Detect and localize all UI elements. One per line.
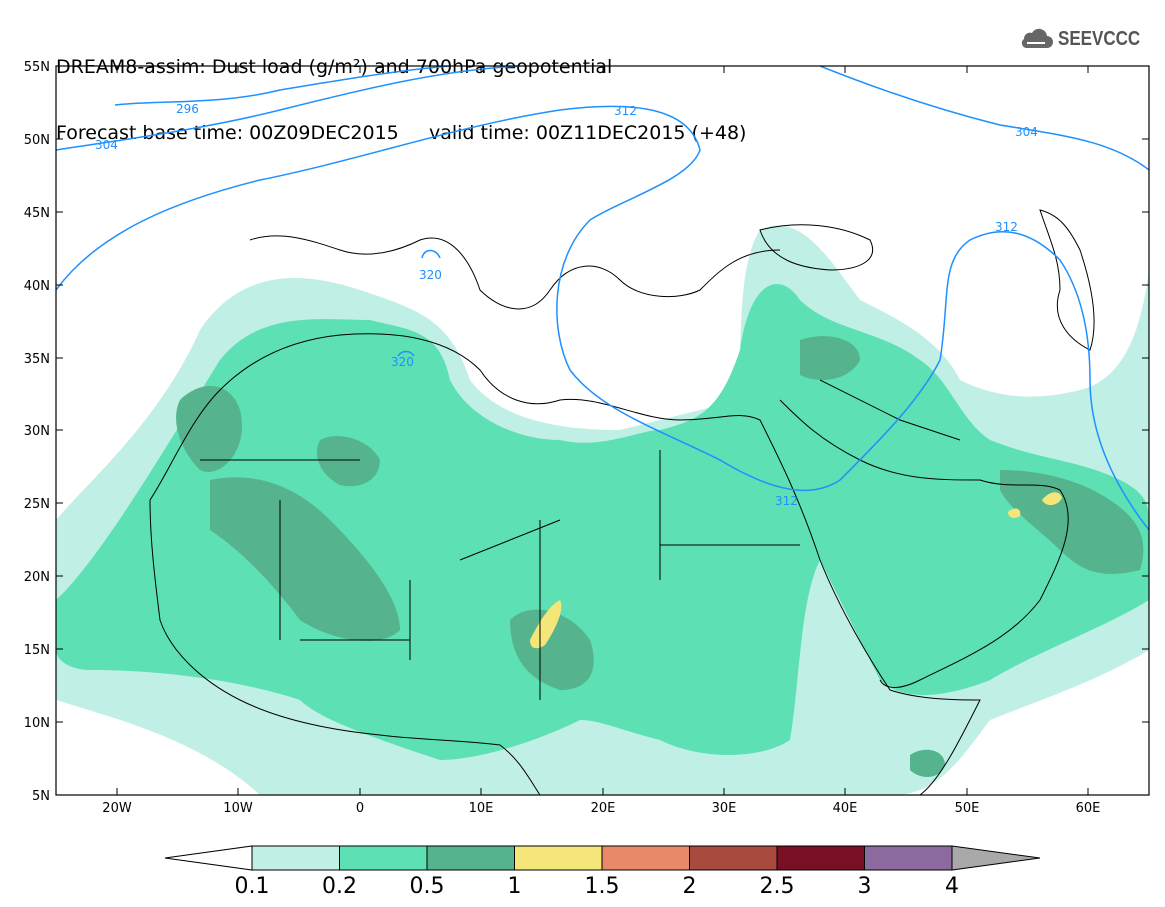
- lat-tick-label: 55N: [24, 60, 50, 75]
- lat-tick-label: 10N: [24, 716, 50, 731]
- colorbar-bin: [251, 845, 340, 871]
- lat-tick-label: 45N: [24, 206, 50, 221]
- cloud-icon: [1021, 28, 1053, 48]
- dust-load-shading: [56, 225, 1149, 795]
- colorbar-tick-label: 2: [683, 874, 697, 899]
- lon-axis: 20W 10W 0 10E 20E 30E 40E 50E 60E: [102, 801, 1100, 816]
- colorbar: [164, 845, 1041, 871]
- contour-label: 312: [614, 104, 637, 118]
- lon-tick-label: 60E: [1076, 801, 1101, 816]
- colorbar-bin: [601, 845, 690, 871]
- colorbar-tick-label: 0.2: [322, 874, 357, 899]
- dust-level-0.5-sahara: [210, 477, 400, 641]
- dust-level-0.5-west: [176, 386, 242, 472]
- contour-label: 304: [95, 138, 118, 152]
- lat-tick-label: 50N: [24, 133, 50, 148]
- lon-tick-label: 30E: [712, 801, 737, 816]
- contour-320-b: [397, 350, 415, 357]
- lat-tick-label: 35N: [24, 352, 50, 367]
- border-lines: [200, 379, 961, 700]
- lat-tick-label: 25N: [24, 497, 50, 512]
- contour-label: 320: [419, 268, 442, 282]
- colorbar-bin: [339, 845, 428, 871]
- contour-312-main: [56, 105, 1149, 531]
- lat-tick-label: 15N: [24, 643, 50, 658]
- lon-tick-label: 10E: [469, 801, 494, 816]
- dust-level-1-chad: [530, 600, 562, 649]
- seevccc-logo: SEEVCCC: [1018, 26, 1155, 52]
- contour-label: 320: [391, 355, 414, 369]
- contour-320-a: [421, 249, 441, 259]
- colorbar-bin: [689, 845, 778, 871]
- lon-tick-label: 50E: [955, 801, 980, 816]
- colorbar-bin: [864, 845, 953, 871]
- contour-304-east: [819, 66, 1149, 171]
- africa-coast: [149, 333, 981, 795]
- colorbar-under-arrow: [164, 845, 253, 871]
- lon-tick-label: 40E: [833, 801, 858, 816]
- colorbar-tick-label: 1.5: [585, 874, 620, 899]
- lon-tick-label: 20W: [102, 801, 132, 816]
- lon-tick-label: 0: [356, 801, 364, 816]
- west-africa-coast: [149, 499, 541, 795]
- colorbar-tick-label: 1: [508, 874, 522, 899]
- colorbar-tick-label: 2.5: [760, 874, 795, 899]
- colorbar-over-arrow: [951, 845, 1041, 871]
- lon-tick-label: 20E: [591, 801, 616, 816]
- caspian-coast: [1039, 209, 1095, 351]
- tick-marks: [56, 66, 1149, 795]
- lon-tick-label: 10W: [223, 801, 253, 816]
- europe-coast: [249, 235, 781, 310]
- colorbar-bin: [426, 845, 515, 871]
- contour-304-west: [56, 66, 521, 151]
- black-sea-coast: [759, 224, 873, 271]
- colorbar-labels: 0.1 0.2 0.5 1 1.5 2 2.5 3 4: [235, 874, 960, 899]
- lat-axis: 55N 50N 45N 40N 35N 30N 25N 20N 15N 10N …: [24, 60, 50, 804]
- title-line-1: DREAM8-assim: Dust load (g/m²) and 700hP…: [56, 56, 613, 78]
- dust-level-0.5-algeria: [316, 436, 380, 487]
- contour-label: 296: [176, 102, 199, 116]
- dust-level-1-gulf-a: [1042, 492, 1062, 506]
- colorbar-bin: [514, 845, 603, 871]
- contour-label: 312: [775, 494, 798, 508]
- colorbar-bin: [776, 845, 865, 871]
- lat-tick-label: 40N: [24, 279, 50, 294]
- lat-tick-label: 20N: [24, 570, 50, 585]
- colorbar-tick-label: 3: [858, 874, 872, 899]
- contour-label: 312: [995, 220, 1018, 234]
- dust-level-0.5-horn: [910, 749, 945, 777]
- contour-label: 304: [1015, 125, 1038, 139]
- lat-tick-label: 5N: [32, 789, 50, 804]
- contour-296: [114, 66, 451, 106]
- map-title: DREAM8-assim: Dust load (g/m²) and 700hP…: [56, 12, 746, 166]
- colorbar-tick-label: 0.1: [235, 874, 270, 899]
- geopotential-contours: [56, 66, 1149, 531]
- dust-level-0.5-arabia: [800, 336, 860, 380]
- logo-text: SEEVCCC: [1058, 27, 1141, 50]
- dust-level-1-gulf-b: [1008, 508, 1021, 519]
- dust-level-0.5-chad: [510, 609, 594, 690]
- colorbar-tick-label: 4: [945, 874, 959, 899]
- dust-level-0.5-gulf: [1000, 470, 1144, 574]
- colorbar-tick-label: 0.5: [410, 874, 445, 899]
- contour-labels: 296 304 312 320 320 312 304 312: [95, 102, 1038, 508]
- lat-tick-label: 30N: [24, 424, 50, 439]
- dust-level-0.2: [56, 284, 1149, 760]
